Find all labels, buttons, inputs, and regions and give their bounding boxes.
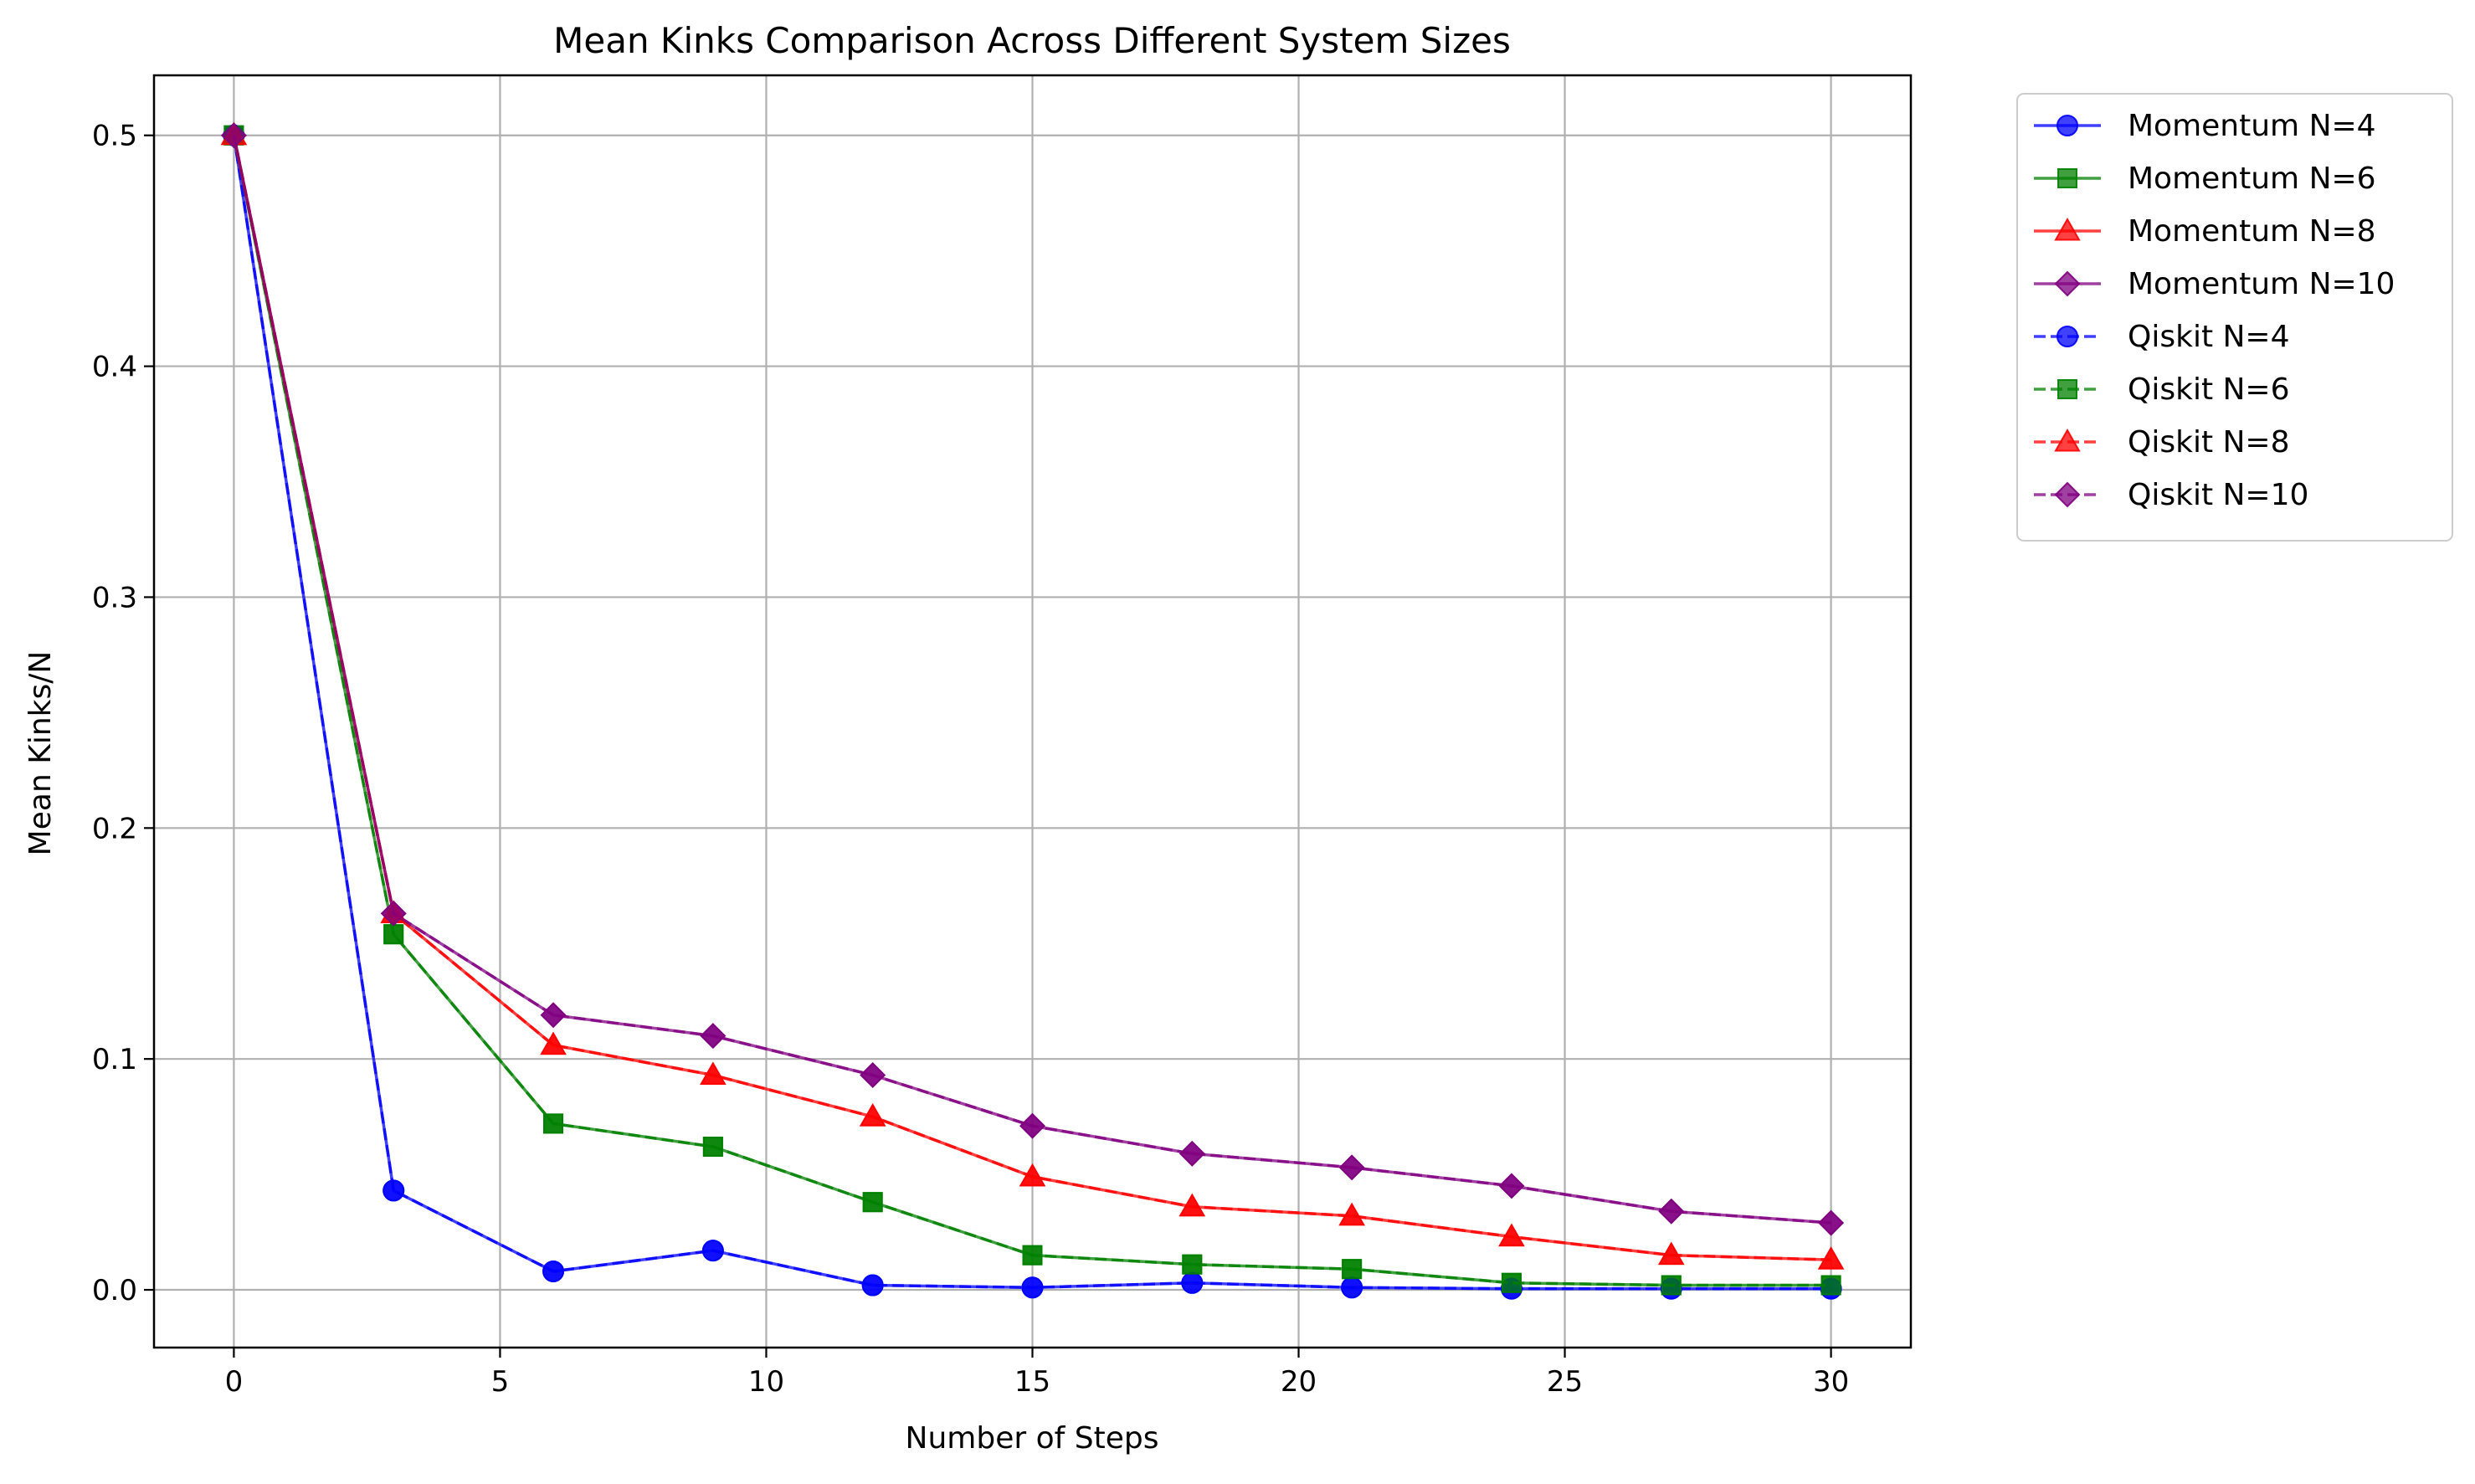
x-tick-label: 20 [1281, 1365, 1317, 1399]
legend-entry: Qiskit N=4 [2034, 320, 2290, 354]
x-tick-label: 15 [1014, 1365, 1050, 1399]
data-point [383, 1179, 405, 1202]
y-tick-label: 0.0 [92, 1274, 137, 1307]
data-point [1342, 1259, 1363, 1280]
legend-label: Momentum N=8 [2128, 214, 2376, 249]
data-point [1817, 1246, 1845, 1270]
legend-label: Qiskit N=4 [2128, 320, 2290, 354]
legend-label: Momentum N=4 [2128, 109, 2376, 143]
legend-marker [2057, 326, 2078, 347]
legend-marker [2054, 428, 2081, 452]
legend-label: Qiskit N=10 [2128, 478, 2308, 512]
x-tick-label: 0 [225, 1365, 244, 1399]
data-point [1338, 1202, 1365, 1226]
grid-lines [154, 75, 1911, 1348]
legend-marker [2057, 168, 2077, 188]
legend-label: Momentum N=6 [2128, 162, 2376, 196]
data-point [1178, 1140, 1205, 1167]
x-tick-label: 10 [748, 1365, 784, 1399]
legend-marker [2054, 217, 2081, 241]
data-point [1019, 1112, 1045, 1139]
legend-marker [2057, 379, 2077, 399]
data-point [380, 900, 407, 927]
data-point [860, 1062, 886, 1088]
data-point [700, 1023, 727, 1050]
data-point [542, 1260, 565, 1282]
legend-entry: Momentum N=6 [2034, 162, 2376, 196]
y-tick-label: 0.1 [92, 1043, 137, 1076]
data-point [1338, 1154, 1365, 1181]
legend-entry: Momentum N=10 [2034, 267, 2395, 301]
data-point [1341, 1276, 1363, 1299]
y-tick-label: 0.4 [92, 351, 137, 384]
data-point [701, 1240, 724, 1262]
data-point [383, 924, 404, 945]
legend-entry: Qiskit N=8 [2034, 425, 2290, 460]
legend-label: Qiskit N=6 [2128, 372, 2290, 407]
data-point [1501, 1272, 1522, 1293]
data-point [1498, 1223, 1525, 1247]
y-tick-label: 0.5 [92, 120, 137, 153]
data-point [1021, 1276, 1044, 1299]
data-point [1181, 1271, 1204, 1294]
y-tick-label: 0.2 [92, 812, 137, 845]
legend-entry: Qiskit N=10 [2034, 478, 2308, 512]
data-point [700, 1061, 727, 1085]
chart-title: Mean Kinks Comparison Across Different S… [553, 20, 1511, 61]
data-point [543, 1113, 564, 1134]
data-point [702, 1137, 723, 1157]
legend-marker [2054, 481, 2081, 508]
series-qiskit-n-8 [220, 121, 1845, 1270]
legend-label: Momentum N=10 [2128, 267, 2395, 301]
data-point [1658, 1198, 1685, 1225]
data-point [1182, 1254, 1203, 1275]
legend-box [2016, 93, 2453, 542]
x-tick-label: 25 [1547, 1365, 1583, 1399]
x-axis-label: Number of Steps [906, 1421, 1159, 1456]
legend-entry: Momentum N=4 [2034, 109, 2376, 143]
legend-marker [2057, 115, 2078, 136]
axis-ticks: 0 5 10 15 20 25 30 0.0 0.1 0.2 0.3 0.4 0.5 [92, 120, 1849, 1399]
legend-label: Qiskit N=8 [2128, 425, 2290, 460]
data-point [540, 1031, 567, 1055]
data-point [220, 122, 247, 149]
legend-marker [2054, 270, 2081, 297]
data-point [1019, 1163, 1046, 1187]
y-tick-label: 0.3 [92, 581, 137, 614]
data-point [1820, 1275, 1841, 1296]
data-point [862, 1192, 883, 1213]
legend-entry: Momentum N=8 [2034, 214, 2376, 249]
series-qiskit-n-10 [220, 122, 1845, 1236]
y-axis-label: Mean Kinks/N [23, 651, 58, 856]
data-point [861, 1274, 884, 1297]
legend: Momentum N=4 Momentum N=6 Momentum N=8 Mome… [2016, 93, 2453, 542]
x-tick-label: 30 [1813, 1365, 1849, 1399]
x-tick-label: 5 [491, 1365, 510, 1399]
data-point [1022, 1245, 1043, 1266]
series-layer [220, 121, 1845, 1300]
data-point [1818, 1209, 1845, 1236]
data-point [859, 1103, 886, 1127]
data-point [1498, 1173, 1525, 1199]
data-point [1178, 1193, 1206, 1217]
data-point [540, 1002, 567, 1029]
data-point [1661, 1275, 1682, 1296]
legend-entry: Qiskit N=6 [2034, 372, 2290, 407]
data-point [1658, 1241, 1685, 1266]
